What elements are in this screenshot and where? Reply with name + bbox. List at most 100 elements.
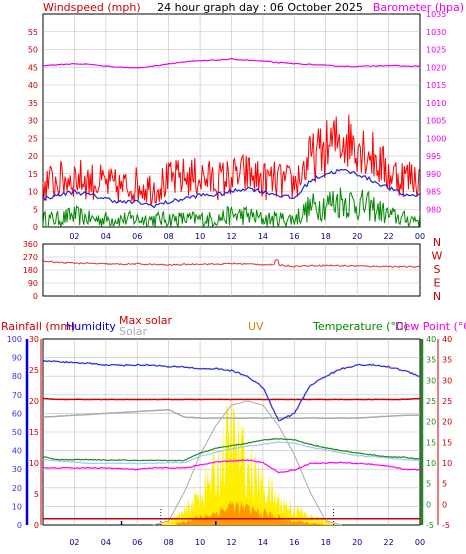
dewpoint-tick-label: 30 xyxy=(442,376,452,385)
rain-tick-label: 10 xyxy=(29,459,39,468)
humidity-tick-label: 70 xyxy=(12,391,22,400)
legend-humidity: Humidity xyxy=(66,320,116,333)
direction-y-tick-label: 0 xyxy=(33,292,38,301)
humidity-line xyxy=(42,359,421,422)
dewpoint-line xyxy=(42,459,421,474)
temperature-tick-label: 30 xyxy=(426,376,436,385)
direction-line xyxy=(42,259,421,268)
windspeed-axis-label: Windspeed (mph) xyxy=(43,1,141,14)
wind-x-tick-label: 18 xyxy=(321,232,331,241)
humidity-tick-label: 50 xyxy=(12,428,22,437)
weather-x-tick-label: 12 xyxy=(226,538,236,547)
direction-grid xyxy=(43,244,420,296)
wind-panel-grid xyxy=(43,14,420,227)
barometer-y-tick-label: 1000 xyxy=(426,134,446,143)
wind-y-tick-label: 35 xyxy=(28,99,38,108)
wind-x-tick-label: 12 xyxy=(226,232,236,241)
weather-x-tick-label: 08 xyxy=(164,538,174,547)
humidity-tick-label: 10 xyxy=(12,502,22,511)
dewpoint-tick-label: 25 xyxy=(442,397,452,406)
dewpoint-tick-label: 15 xyxy=(442,438,452,447)
barometer-y-tick-label: 1035 xyxy=(426,10,446,19)
humidity-tick-label: 100 xyxy=(7,335,22,344)
temperature-line xyxy=(42,437,421,462)
wind-x-tick-label: 02 xyxy=(69,232,79,241)
apparent-temperature-line xyxy=(42,441,421,465)
weather-x-tick-label: 14 xyxy=(258,538,268,547)
wind-x-tick-label: 22 xyxy=(383,232,393,241)
barometer-y-tick-label: 1005 xyxy=(426,117,446,126)
temperature-tick-label: 20 xyxy=(426,418,436,427)
humidity-tick-label: 60 xyxy=(12,409,22,418)
temperature-tick-label: 5 xyxy=(426,480,431,489)
barometer-y-tick-label: 1025 xyxy=(426,46,446,55)
wind-y-tick-label: 50 xyxy=(28,46,38,55)
barometer-y-tick-label: 1020 xyxy=(426,63,446,72)
compass-label: N xyxy=(433,236,441,249)
wind-y-tick-label: 55 xyxy=(28,28,38,37)
wind-y-tick-label: 45 xyxy=(28,63,38,72)
barometer-y-tick-label: 1010 xyxy=(426,99,446,108)
wind-x-tick-label: 00 xyxy=(415,232,425,241)
barometer-y-tick-label: 1015 xyxy=(426,81,446,90)
chart-title: 24 hour graph day : 06 October 2025 xyxy=(157,1,363,14)
weather-x-tick-label: 22 xyxy=(383,538,393,547)
weather-series xyxy=(42,359,421,526)
wind-x-tick-label: 06 xyxy=(132,232,142,241)
temperature-tick-label: 25 xyxy=(426,397,436,406)
wind-y-tick-label: 25 xyxy=(28,134,38,143)
barometer-axis-label: Barometer (hpa) xyxy=(373,1,464,14)
legend-temperature: Temperature (°C) xyxy=(312,320,408,333)
weather-axes: 0102030405060708090100051015202530-50510… xyxy=(7,335,452,530)
wind-x-tick-label: 14 xyxy=(258,232,268,241)
rain-tick-label: 5 xyxy=(34,490,39,499)
dewpoint-tick-label: 40 xyxy=(442,335,452,344)
compass-label: W xyxy=(432,250,443,263)
direction-y-tick-label: 180 xyxy=(23,266,38,275)
direction-y-tick-label: 360 xyxy=(23,240,38,249)
rain-tick-label: 15 xyxy=(29,428,39,437)
dewpoint-tick-label: 0 xyxy=(442,500,447,509)
direction-y-tick-label: 270 xyxy=(23,253,38,262)
weather-x-ticks: 02 04 06 08 10 12 14 16 18 20 22 00 xyxy=(69,538,425,547)
barometer-y-tick-label: 985 xyxy=(426,188,441,197)
max-solar-line xyxy=(152,400,342,526)
wind-y-tick-label: 20 xyxy=(28,152,38,161)
wind-x-tick-label: 10 xyxy=(195,232,205,241)
rain-tick-label: 0 xyxy=(34,521,39,530)
humidity-tick-label: 30 xyxy=(12,465,22,474)
weather-x-tick-label: 00 xyxy=(415,538,425,547)
dewpoint-tick-label: 5 xyxy=(442,480,447,489)
compass-label: N xyxy=(433,290,441,303)
legend-solar: Solar xyxy=(119,325,148,338)
wind-series xyxy=(42,57,421,229)
weather-x-tick-label: 20 xyxy=(352,538,362,547)
grey-reference-line xyxy=(42,408,420,419)
direction-series xyxy=(42,259,421,268)
wind-y-tick-label: 40 xyxy=(28,81,38,90)
humidity-tick-label: 0 xyxy=(17,521,22,530)
legend-uv: UV xyxy=(248,320,264,333)
legend-max-solar: Max solar xyxy=(119,314,172,327)
dewpoint-tick-label: 20 xyxy=(442,418,452,427)
wind-average-line xyxy=(42,168,421,209)
wind-x-tick-label: 08 xyxy=(164,232,174,241)
dewpoint-tick-label: 10 xyxy=(442,459,452,468)
barometer-y-tick-label: 995 xyxy=(426,152,441,161)
compass-label: S xyxy=(434,263,441,276)
weather-x-tick-label: 16 xyxy=(289,538,299,547)
barometer-y-tick-label: 980 xyxy=(426,205,441,214)
temperature-tick-label: 35 xyxy=(426,356,436,365)
wind-y-tick-label: 0 xyxy=(33,223,38,232)
direction-y-ticks: 0 90 180 270 360 xyxy=(23,240,38,301)
legend-rainfall: Rainfall (mm) xyxy=(1,320,75,333)
barometer-y-tick-label: 990 xyxy=(426,170,441,179)
weather-x-tick-label: 10 xyxy=(195,538,205,547)
weather-x-tick-label: 04 xyxy=(101,538,111,547)
wind-gust-line xyxy=(42,114,421,206)
wind-y-tick-label: 30 xyxy=(28,117,38,126)
wind-y-tick-label: 15 xyxy=(28,170,38,179)
